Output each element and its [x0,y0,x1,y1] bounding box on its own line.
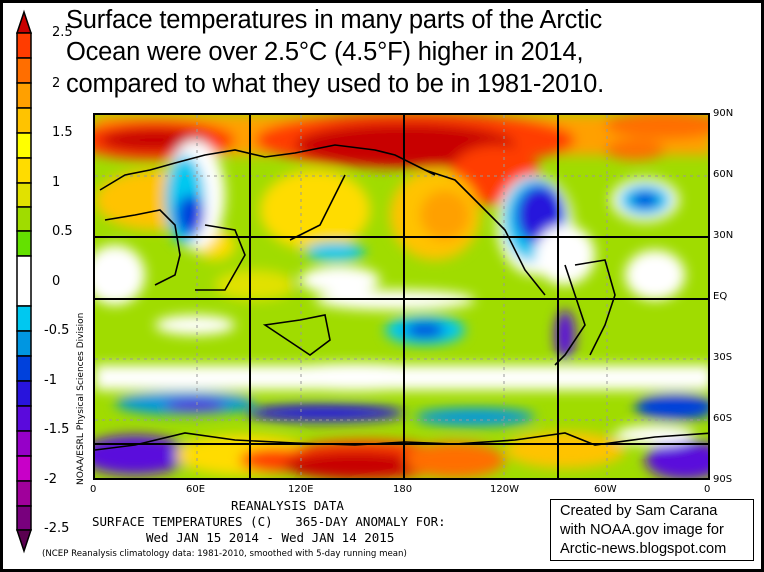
y-tick-label: 90N [713,108,734,119]
colorbar-label: -2.5 [44,521,70,536]
colorbar-label: 0 [52,274,61,289]
x-tick-label: 120W [490,484,519,495]
temperature-anomaly-map [93,113,710,480]
x-tick-label: 60W [594,484,617,495]
colorbar-label: 0.5 [52,224,73,239]
colorbar-top-arrow [16,9,33,34]
colorbar-label: -0.5 [44,323,70,338]
x-tick-label: 0 [90,484,97,495]
headline-line-3: compared to what they used to be in 1981… [66,70,605,98]
colorbar-label: 2 [52,76,61,91]
y-tick-label: 90S [713,474,733,485]
colorbar-label: 2.5 [52,25,73,40]
x-tick-label: 60E [186,484,206,495]
credit-line-3: Arctic-news.blogspot.com [560,541,727,557]
colorbar-label: -1.5 [44,422,70,437]
colorbar-bottom-arrow [16,529,33,554]
y-tick-label: 30S [713,352,733,363]
colorbar-label: 1.5 [52,125,73,140]
caption-line-4: (NCEP Reanalysis climatology data: 1981-… [42,549,407,559]
x-tick-label: 180 [393,484,413,495]
caption-line-3: Wed JAN 15 2014 - Wed JAN 14 2015 [146,530,395,545]
anomaly-field [95,115,708,478]
colorbar-graphic [16,9,33,554]
credit-line-2: with NOAA.gov image for [560,522,724,538]
colorbar-label: -2 [44,472,57,487]
headline-line-1: Surface temperatures in many parts of th… [66,6,603,34]
credit-box: Created by Sam Carana with NOAA.gov imag… [550,499,754,561]
y-tick-label: EQ [713,291,728,302]
colorbar: 2.5 2 1.5 1 0.5 0 -0.5 -1 -1.5 -2 -2.5 [16,0,73,572]
side-credit: NOAA/ESRL Physical Sciences Division [76,312,86,485]
x-tick-label: 120E [288,484,314,495]
x-tick-label: 0 [704,484,711,495]
caption-line-2: SURFACE TEMPERATURES (C) 365-DAY ANOMALY… [92,514,446,529]
headline: Surface temperatures in many parts of th… [66,4,764,100]
y-tick-label: 60S [713,413,733,424]
y-tick-label: 30N [713,230,734,241]
credit-line-1: Created by Sam Carana [560,503,718,519]
y-tick-label: 60N [713,169,734,180]
caption-line-1: REANALYSIS DATA [231,498,344,513]
headline-line-2: Ocean were over 2.5°C (4.5°F) higher in … [66,38,584,66]
colorbar-label: 1 [52,175,61,190]
colorbar-label: -1 [44,373,57,388]
